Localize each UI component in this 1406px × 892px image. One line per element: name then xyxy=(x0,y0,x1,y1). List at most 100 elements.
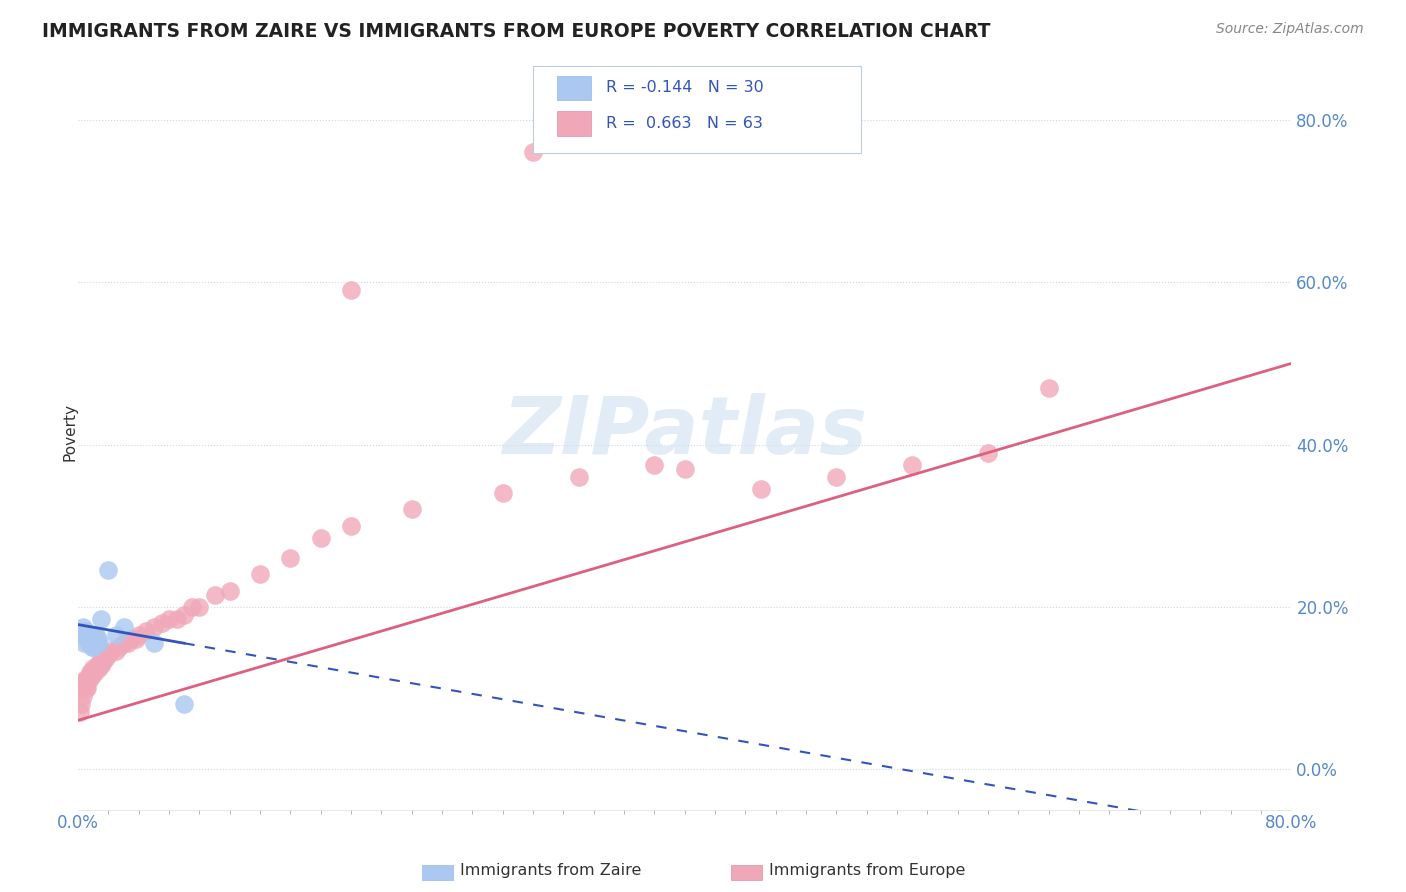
Point xyxy=(73,673,96,687)
Y-axis label: Poverty: Poverty xyxy=(62,403,77,461)
Text: IMMIGRANTS FROM ZAIRE VS IMMIGRANTS FROM EUROPE POVERTY CORRELATION CHART: IMMIGRANTS FROM ZAIRE VS IMMIGRANTS FROM… xyxy=(42,22,991,41)
Point xyxy=(93,652,115,666)
Point xyxy=(492,486,515,500)
Point xyxy=(82,636,104,650)
Point xyxy=(87,657,110,671)
Point xyxy=(94,652,117,666)
Point xyxy=(173,697,195,711)
Point xyxy=(340,284,363,298)
Point xyxy=(76,681,98,695)
Point xyxy=(901,458,924,472)
Point xyxy=(83,632,105,647)
Point xyxy=(90,652,112,666)
Point xyxy=(166,612,188,626)
Point xyxy=(75,681,97,695)
Point xyxy=(825,470,848,484)
Point xyxy=(100,644,122,658)
Point xyxy=(105,644,128,658)
Point xyxy=(90,612,112,626)
Point xyxy=(120,632,142,647)
Point xyxy=(89,660,111,674)
FancyBboxPatch shape xyxy=(557,76,592,101)
Point xyxy=(73,681,96,695)
Point xyxy=(70,697,93,711)
Point xyxy=(76,673,98,687)
Point xyxy=(643,458,665,472)
Point xyxy=(76,632,98,647)
Text: Source: ZipAtlas.com: Source: ZipAtlas.com xyxy=(1216,22,1364,37)
Point xyxy=(105,628,128,642)
Point xyxy=(79,669,101,683)
Point xyxy=(280,551,302,566)
Point xyxy=(73,624,96,638)
Point xyxy=(135,624,157,638)
FancyBboxPatch shape xyxy=(557,111,592,136)
Point xyxy=(75,628,97,642)
Point xyxy=(150,615,173,630)
Point xyxy=(97,563,120,577)
Point xyxy=(79,628,101,642)
Point xyxy=(173,607,195,622)
Point xyxy=(86,660,108,674)
Point xyxy=(96,648,118,663)
Point xyxy=(80,632,103,647)
Point xyxy=(401,502,423,516)
Point xyxy=(72,620,94,634)
Point xyxy=(97,648,120,663)
Point xyxy=(73,636,96,650)
Point xyxy=(77,673,100,687)
Point xyxy=(77,669,100,683)
Point xyxy=(83,665,105,679)
Point xyxy=(1038,381,1060,395)
Point xyxy=(249,567,271,582)
Point xyxy=(977,445,1000,459)
Point xyxy=(568,470,591,484)
Point xyxy=(79,665,101,679)
Point xyxy=(82,640,104,655)
Point xyxy=(83,636,105,650)
Point xyxy=(142,636,165,650)
Point xyxy=(108,640,131,655)
Point xyxy=(128,628,150,642)
Point xyxy=(749,482,772,496)
Point xyxy=(86,636,108,650)
Text: R =  0.663   N = 63: R = 0.663 N = 63 xyxy=(606,116,763,131)
Point xyxy=(89,636,111,650)
Point xyxy=(86,628,108,642)
Point xyxy=(125,632,148,647)
Point xyxy=(218,583,240,598)
Point xyxy=(80,669,103,683)
FancyBboxPatch shape xyxy=(533,67,860,153)
Text: R = -0.144   N = 30: R = -0.144 N = 30 xyxy=(606,80,763,95)
Text: ZIPatlas: ZIPatlas xyxy=(502,393,868,471)
Point xyxy=(112,636,135,650)
Point xyxy=(75,632,97,647)
Point xyxy=(112,620,135,634)
Point xyxy=(69,705,91,719)
Point xyxy=(309,531,332,545)
Point xyxy=(77,628,100,642)
Point xyxy=(522,145,544,160)
Point xyxy=(72,681,94,695)
Point xyxy=(72,689,94,703)
Point xyxy=(79,636,101,650)
Point xyxy=(82,665,104,679)
Text: Immigrants from Europe: Immigrants from Europe xyxy=(769,863,966,878)
Point xyxy=(76,628,98,642)
Point xyxy=(77,636,100,650)
Point xyxy=(87,632,110,647)
Point xyxy=(80,640,103,655)
Point xyxy=(75,624,97,638)
Point xyxy=(82,628,104,642)
Point xyxy=(188,599,211,614)
Point xyxy=(117,636,139,650)
Point xyxy=(75,673,97,687)
Point xyxy=(91,657,114,671)
Point xyxy=(204,588,226,602)
Point xyxy=(90,657,112,671)
Point xyxy=(80,665,103,679)
Point xyxy=(82,660,104,674)
Text: Immigrants from Zaire: Immigrants from Zaire xyxy=(460,863,641,878)
Point xyxy=(157,612,180,626)
Point xyxy=(340,518,363,533)
